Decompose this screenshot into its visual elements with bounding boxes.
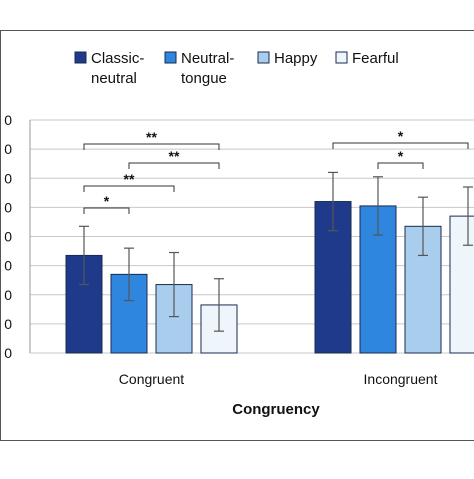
y-tick-label: 0 xyxy=(4,316,12,332)
y-tick-label: 0 xyxy=(4,170,12,186)
legend-swatch-1 xyxy=(165,52,176,63)
significance-label: * xyxy=(398,128,404,144)
y-tick-label: 0 xyxy=(4,199,12,215)
category-label: Incongruent xyxy=(364,371,438,387)
legend-label-2: Happy xyxy=(274,50,318,67)
legend-label-1: Neutral- xyxy=(181,50,234,67)
legend-label-0: neutral xyxy=(91,70,137,87)
legend-swatch-0 xyxy=(75,52,86,63)
significance-label: * xyxy=(104,193,110,209)
bar-incongruent-3 xyxy=(450,216,474,353)
significance-label: ** xyxy=(124,171,135,187)
y-tick-label: 0 xyxy=(4,229,12,245)
legend-swatch-2 xyxy=(258,52,269,63)
significance-label: ** xyxy=(169,148,180,164)
category-label: Congruent xyxy=(119,371,184,387)
y-tick-label: 0 xyxy=(4,345,12,361)
legend-label-3: Fearful xyxy=(352,50,399,67)
y-tick-label: 0 xyxy=(4,112,12,128)
y-tick-label: 0 xyxy=(4,258,12,274)
y-tick-label: 0 xyxy=(4,141,12,157)
y-tick-label: 0 xyxy=(4,287,12,303)
significance-label: * xyxy=(398,148,404,164)
legend-swatch-3 xyxy=(336,52,347,63)
legend-label-1: tongue xyxy=(181,70,227,87)
x-axis-title: Congruency xyxy=(232,401,320,418)
significance-label: ** xyxy=(146,129,157,145)
legend-label-0: Classic- xyxy=(91,50,144,67)
